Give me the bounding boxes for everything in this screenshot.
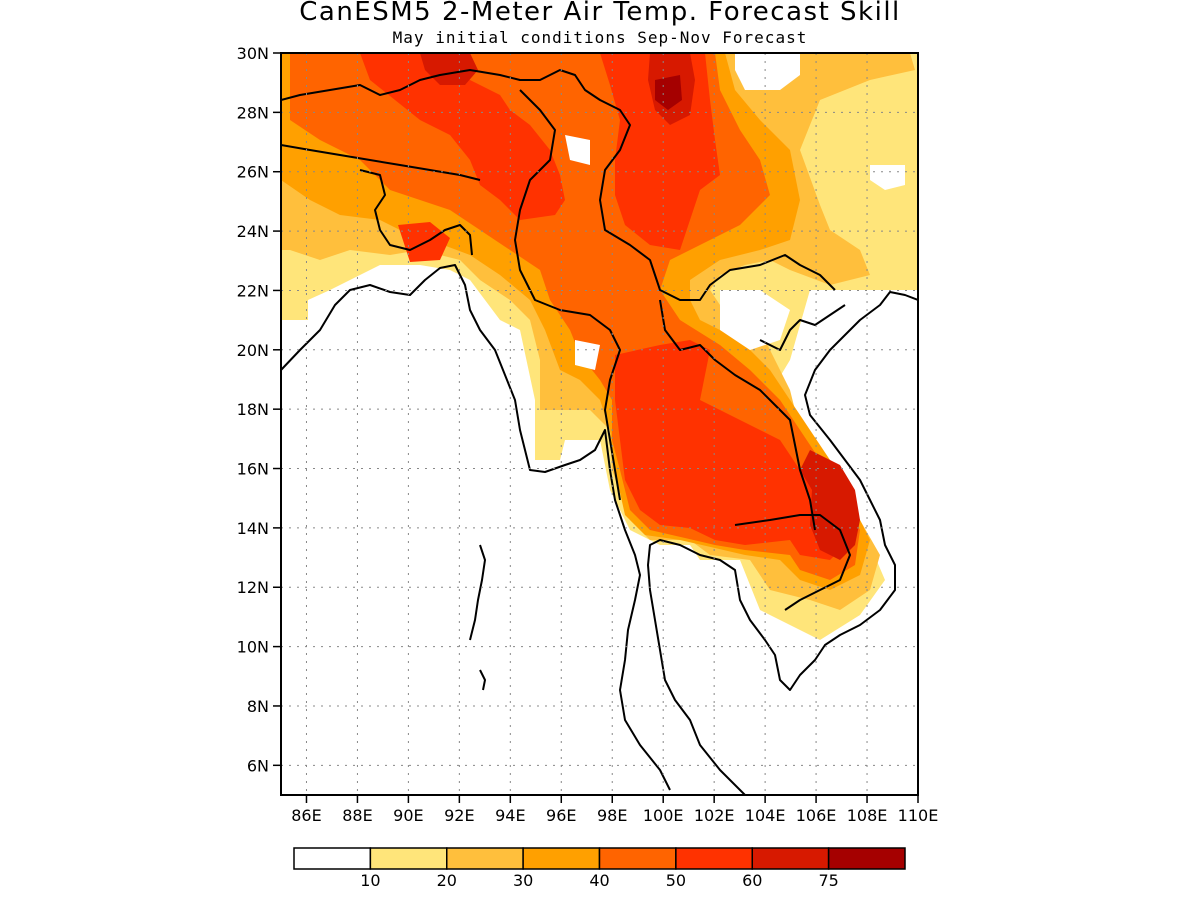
lon-tick-label: 102E — [694, 806, 735, 825]
border-india-nepal — [281, 144, 481, 181]
island-andaman — [469, 544, 486, 641]
colorbar-label: 20 — [437, 871, 457, 890]
lat-tick-label: 12N — [237, 578, 269, 597]
lat-tick-label: 30N — [237, 44, 269, 63]
colorbar-label: 40 — [589, 871, 609, 890]
coastline-east — [647, 291, 918, 795]
colorbar-label: 50 — [666, 871, 686, 890]
lon-tick-label: 90E — [393, 806, 423, 825]
lat-tick-label: 18N — [237, 400, 269, 419]
skill-shading — [281, 53, 918, 640]
colorbar-swatch — [293, 847, 372, 870]
border-vietnam — [759, 304, 846, 351]
border-thailand-laos — [659, 299, 816, 531]
lat-tick-label: 14N — [237, 519, 269, 538]
colorbar-label: 10 — [360, 871, 380, 890]
colorbar-swatch — [522, 847, 601, 870]
lon-tick-label: 104E — [745, 806, 786, 825]
lon-tick-label: 88E — [342, 806, 372, 825]
colorbar: 10 20 30 40 50 60 75 — [293, 847, 906, 890]
map-frame — [280, 52, 919, 796]
lat-tick-label: 22N — [237, 281, 269, 300]
lon-tick-label: 100E — [643, 806, 684, 825]
page-title: CanESM5 2-Meter Air Temp. Forecast Skill — [299, 0, 901, 27]
coastline-west — [281, 264, 671, 791]
skill-contour-50-60 — [360, 53, 850, 560]
island-sri — [479, 669, 486, 691]
colorbar-swatch — [598, 847, 677, 870]
colorbar-swatch — [446, 847, 524, 870]
colorbar-label: 60 — [742, 871, 762, 890]
skill-contour-75-plus — [655, 75, 682, 110]
lon-tick-label: 110E — [898, 806, 939, 825]
lon-tick-label: 86E — [291, 806, 321, 825]
lat-tick-label: 16N — [237, 460, 269, 479]
lon-tick-label: 94E — [495, 806, 525, 825]
lon-tick-label: 108E — [847, 806, 888, 825]
colorbar-swatch — [751, 847, 830, 870]
colorbar-label: 30 — [513, 871, 533, 890]
lon-tick-label: 92E — [444, 806, 474, 825]
colorbar-label: 75 — [818, 871, 838, 890]
lat-tick-label: 8N — [247, 697, 269, 716]
lat-tick-label: 6N — [247, 756, 269, 775]
border-bangladesh — [359, 169, 473, 256]
colorbar-swatch — [827, 847, 906, 870]
latitude-axis: 30N 28N 26N 24N 22N 20N 18N 16N 14N 12N 10N 8N 6N — [237, 44, 281, 775]
colorbar-swatch — [369, 847, 448, 870]
border-north — [281, 69, 836, 301]
longitude-axis: 86E 88E 90E 92E 94E 96E 98E 100E 102E 104E 106E 108… — [291, 795, 938, 825]
page-subtitle: May initial conditions Sep-Nov Forecast — [392, 28, 808, 47]
coastlines — [281, 69, 918, 795]
lat-tick-label: 24N — [237, 222, 269, 241]
lon-tick-label: 98E — [597, 806, 627, 825]
lat-tick-label: 20N — [237, 341, 269, 360]
lon-tick-label: 96E — [546, 806, 576, 825]
skill-gap — [565, 53, 905, 370]
lat-tick-label: 10N — [237, 638, 269, 657]
lon-tick-label: 106E — [796, 806, 837, 825]
lat-tick-label: 28N — [237, 103, 269, 122]
border-myanmar — [514, 89, 621, 501]
border-cambodia — [734, 514, 851, 611]
lat-tick-label: 26N — [237, 163, 269, 182]
colorbar-swatch — [675, 847, 753, 870]
